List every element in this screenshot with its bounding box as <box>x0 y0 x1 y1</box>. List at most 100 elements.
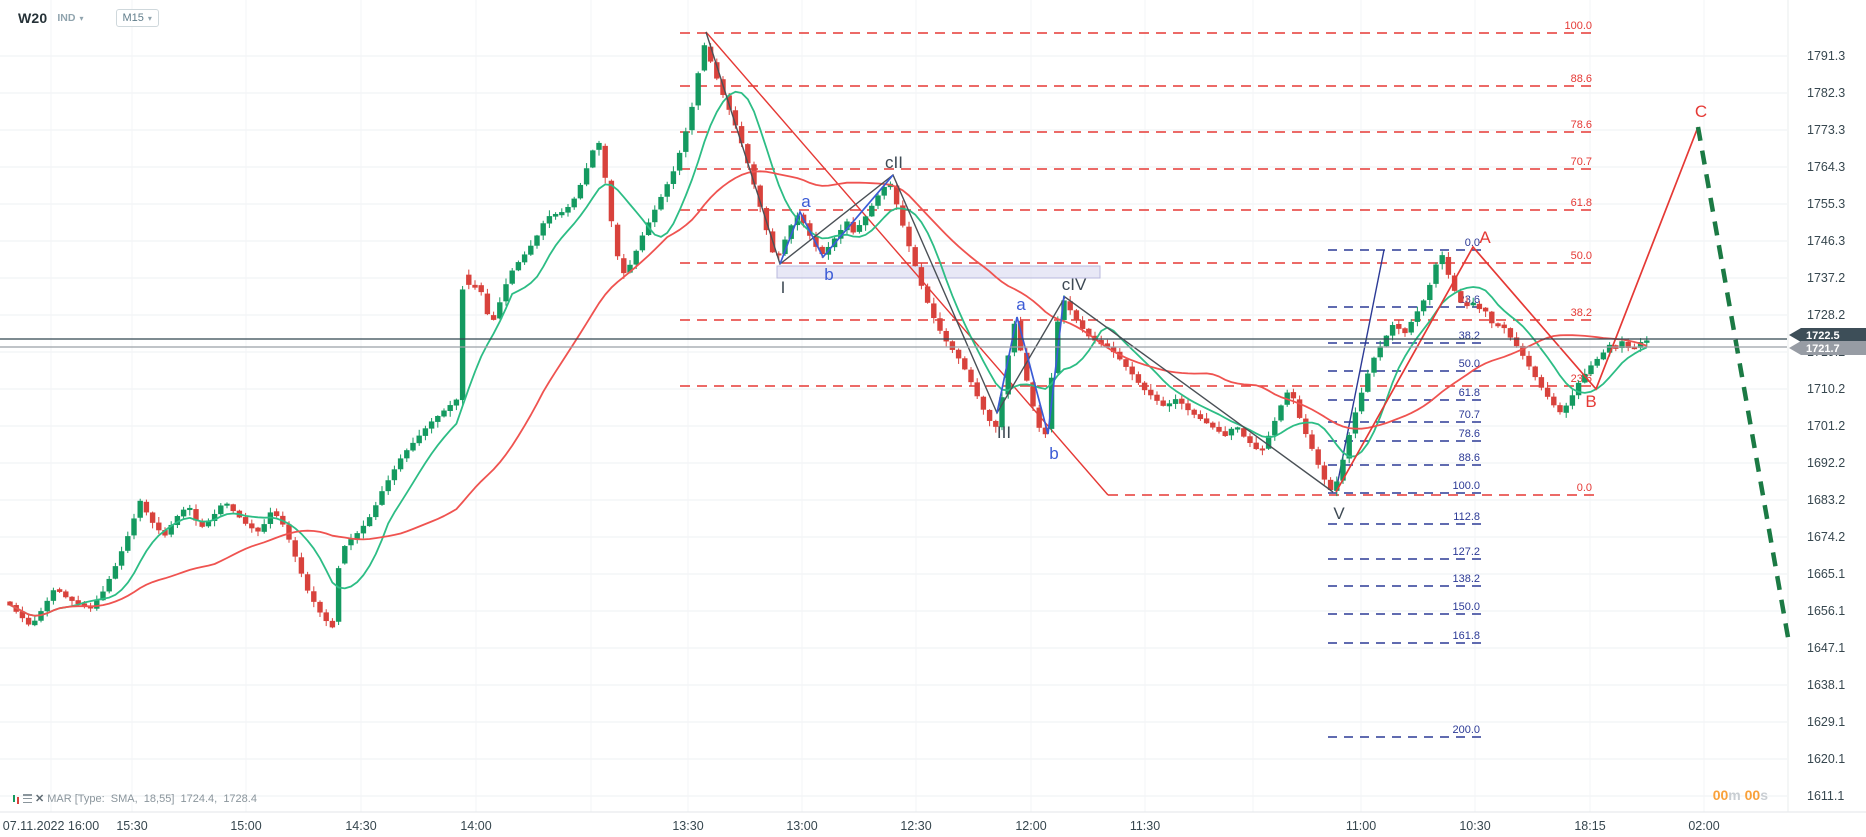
candle <box>1234 427 1241 430</box>
candle <box>478 285 484 293</box>
candle <box>949 341 956 350</box>
candle <box>1464 302 1470 307</box>
candle <box>1458 291 1464 303</box>
candle <box>1445 256 1452 275</box>
candle <box>1495 323 1501 327</box>
candle <box>552 213 559 217</box>
candle <box>1551 396 1557 406</box>
candle <box>1414 311 1421 322</box>
candle <box>1371 357 1377 373</box>
candle <box>1148 389 1154 396</box>
candle <box>602 145 608 178</box>
candle <box>7 601 13 606</box>
time-axis-label: 11:00 <box>1346 819 1376 833</box>
fib-level-label: 138.2 <box>1452 573 1480 585</box>
candle <box>1222 431 1228 437</box>
candle <box>1327 479 1334 491</box>
candle <box>931 303 937 319</box>
wave-label: A <box>1479 228 1491 247</box>
candle <box>695 73 701 106</box>
candle <box>943 330 949 342</box>
wave-label: b <box>824 265 833 284</box>
price-badge-value: 1721.7 <box>1806 343 1840 355</box>
candle <box>900 205 906 226</box>
candle <box>1228 428 1235 436</box>
price-axis-label: 1737.2 <box>1807 271 1845 285</box>
candle <box>856 225 863 232</box>
candle <box>137 500 143 518</box>
elliott-wave-line-black[interactable] <box>705 31 1334 493</box>
price-axis-label: 1782.3 <box>1807 86 1845 100</box>
candle <box>63 591 69 598</box>
candle <box>453 399 460 406</box>
time-axis-label: 12:30 <box>900 819 931 833</box>
candle <box>348 539 354 546</box>
price-axis-label: 1647.1 <box>1807 641 1845 655</box>
fib-level-label: 0.0 <box>1465 237 1480 249</box>
candle <box>329 620 336 628</box>
candle <box>106 578 112 592</box>
candle <box>1203 418 1210 424</box>
price-axis-label: 1656.1 <box>1807 604 1845 618</box>
candle <box>955 349 962 359</box>
projection-dashed-line[interactable] <box>1695 126 1792 644</box>
candle <box>118 551 125 566</box>
candle <box>1402 328 1408 334</box>
candle <box>1191 409 1197 415</box>
candle <box>521 254 528 263</box>
chart-header: W20 IND ▾ M15 ▾ <box>18 9 159 27</box>
chevron-down-icon[interactable]: ▾ <box>79 13 84 23</box>
candle <box>1352 412 1359 434</box>
candle <box>100 591 106 601</box>
time-axis-label: 18:15 <box>1574 819 1605 833</box>
candle <box>441 410 447 417</box>
candle <box>1507 328 1514 338</box>
candle <box>459 289 466 401</box>
candle <box>1129 366 1135 375</box>
candle <box>590 150 596 168</box>
candle <box>652 209 658 223</box>
price-axis-label: 1746.3 <box>1807 234 1845 248</box>
abc-correction-line[interactable] <box>1335 126 1699 493</box>
candle <box>273 511 280 517</box>
candle <box>75 600 81 605</box>
candle <box>1544 387 1551 397</box>
timeframe-selector[interactable]: M15 ▾ <box>115 9 159 27</box>
candle <box>937 318 943 331</box>
fib-trendline[interactable] <box>1335 249 1385 492</box>
candle <box>1172 399 1179 404</box>
candle <box>1501 324 1507 329</box>
candle <box>224 503 230 506</box>
candle <box>490 315 497 320</box>
candle <box>156 522 162 531</box>
candle <box>1594 358 1600 366</box>
candle <box>1216 426 1222 432</box>
candle <box>1067 301 1073 311</box>
time-axis[interactable]: 07.11.2022 16:00 15:30 15:00 14:30 14:00 13:3… <box>3 819 1720 833</box>
elliott-wave-line-blue[interactable] <box>779 174 894 265</box>
close-icon[interactable]: ✕ <box>35 793 45 805</box>
candle <box>875 195 881 206</box>
candle <box>397 458 404 470</box>
candle <box>980 396 987 410</box>
candle <box>614 224 621 257</box>
fib-level-label: 70.7 <box>1571 156 1592 168</box>
candle <box>1420 300 1427 312</box>
candle <box>918 267 925 286</box>
elliott-wave-line-blue[interactable] <box>996 295 1065 435</box>
candle <box>1433 264 1439 284</box>
fib-level-label: 61.8 <box>1459 387 1480 399</box>
price-axis[interactable]: 1791.3 1782.3 1773.3 1764.3 1755.3 1746.3 1737… <box>1789 49 1866 803</box>
candle <box>999 397 1005 428</box>
fib-level-label: 88.6 <box>1571 73 1592 85</box>
wave-label: cIV <box>1062 275 1087 294</box>
time-axis-label: 14:30 <box>345 819 376 833</box>
instrument-type-label[interactable]: IND <box>57 12 76 24</box>
fib-level-label: 150.0 <box>1452 601 1480 613</box>
candle <box>385 480 391 492</box>
wave-label: b <box>1049 444 1058 463</box>
indicator-settings-icon[interactable] <box>23 794 32 803</box>
candle <box>583 168 590 185</box>
